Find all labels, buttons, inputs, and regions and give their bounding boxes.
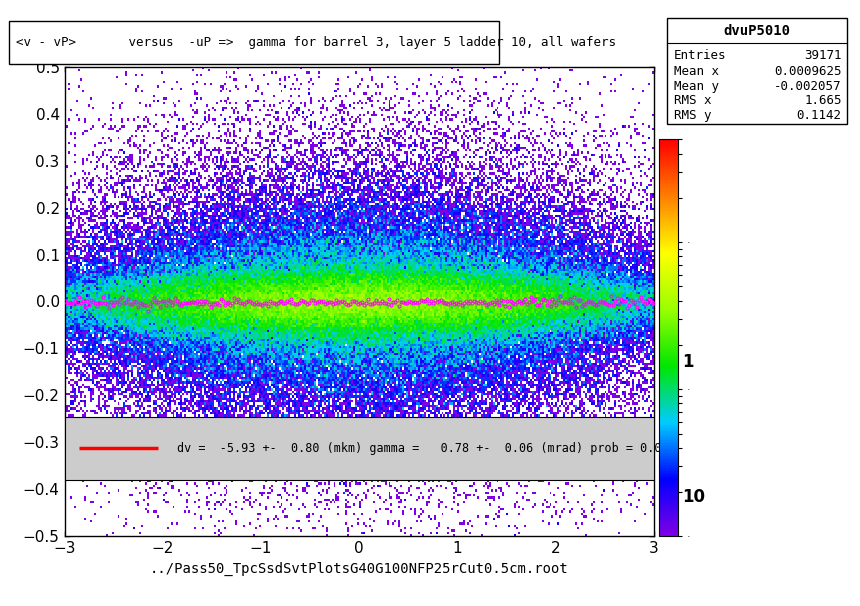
Text: Mean x: Mean x (673, 65, 719, 78)
Text: <v - vP>       versus  -uP =>  gamma for barrel 3, layer 5 ladder 10, all wafers: <v - vP> versus -uP => gamma for barrel … (16, 36, 616, 49)
Text: 0.1142: 0.1142 (796, 109, 842, 122)
Text: 10: 10 (682, 488, 705, 505)
Text: RMS y: RMS y (673, 109, 711, 122)
Text: 1.665: 1.665 (804, 95, 842, 107)
Text: dv =  -5.93 +-  0.80 (mkm) gamma =   0.78 +-  0.06 (mrad) prob = 0.001: dv = -5.93 +- 0.80 (mkm) gamma = 0.78 +-… (177, 442, 676, 454)
Text: 39171: 39171 (804, 49, 842, 62)
Text: dvuP5010: dvuP5010 (723, 24, 790, 38)
Text: 1: 1 (682, 353, 693, 371)
X-axis label: ../Pass50_TpcSsdSvtPlotsG40G100NFP25rCut0.5cm.root: ../Pass50_TpcSsdSvtPlotsG40G100NFP25rCut… (150, 562, 568, 576)
Text: -0.002057: -0.002057 (774, 79, 842, 93)
Text: RMS x: RMS x (673, 95, 711, 107)
Bar (64, 416, 654, 480)
Text: 0.0009625: 0.0009625 (774, 65, 842, 78)
Text: Mean y: Mean y (673, 79, 719, 93)
Text: Entries: Entries (673, 49, 726, 62)
